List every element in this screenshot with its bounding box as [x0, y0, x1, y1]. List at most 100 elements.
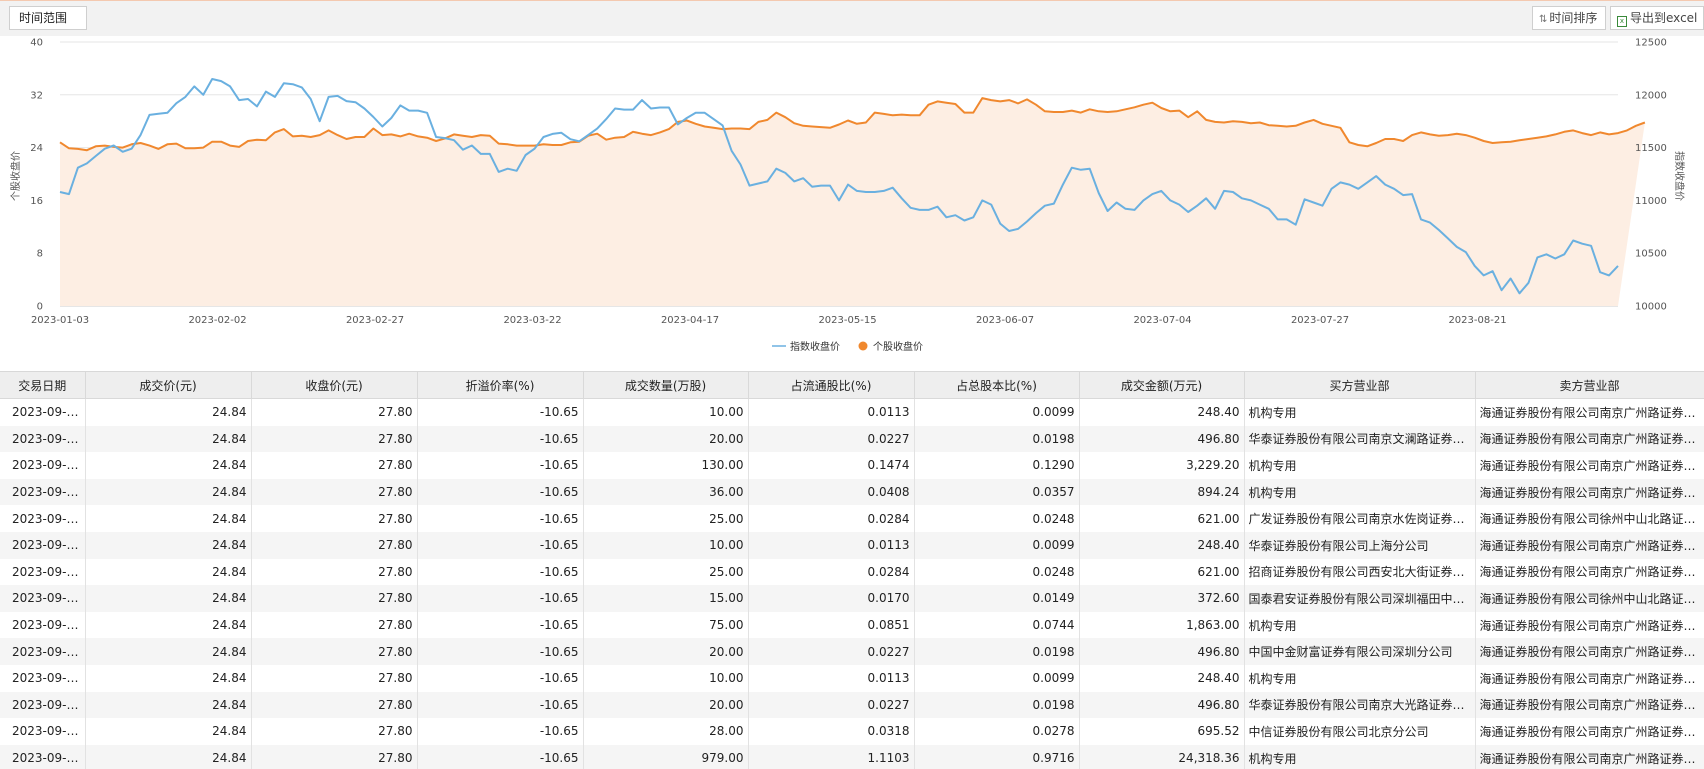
- header-seller[interactable]: 卖方营业部: [1475, 372, 1704, 399]
- cell-seller: 海通证券股份有限公司南京广州路证券营业部: [1475, 559, 1704, 586]
- cell-seller: 海通证券股份有限公司南京广州路证券营业部: [1475, 745, 1704, 769]
- header-amount[interactable]: 成交金额(万元): [1079, 372, 1244, 399]
- cell-seller: 海通证券股份有限公司南京广州路证券营业部: [1475, 692, 1704, 719]
- chart-legend: 指数收盘价 个股收盘价: [772, 340, 923, 353]
- header-trade-price[interactable]: 成交价(元): [85, 372, 251, 399]
- cell-volume: 75.00: [583, 612, 748, 639]
- cell-seller: 海通证券股份有限公司徐州中山北路证券营业部: [1475, 505, 1704, 532]
- cell-seller: 海通证券股份有限公司南京广州路证券营业部: [1475, 452, 1704, 479]
- left-tick-label: 24: [30, 143, 43, 154]
- cell-volume: 10.00: [583, 532, 748, 559]
- cell-amount: 248.40: [1079, 665, 1244, 692]
- legend-index-label: 指数收盘价: [790, 340, 840, 353]
- left-tick-label: 8: [37, 249, 43, 260]
- cell-volume: 28.00: [583, 718, 748, 745]
- header-volume[interactable]: 成交数量(万股): [583, 372, 748, 399]
- cell-trade-date: 2023-09-11: [0, 585, 85, 612]
- cell-premium-rate: -10.65: [417, 479, 583, 506]
- right-tick-label: 10000: [1635, 302, 1667, 313]
- cell-amount: 496.80: [1079, 638, 1244, 665]
- left-tick-label: 16: [30, 196, 43, 207]
- cell-seller: 海通证券股份有限公司南京广州路证券营业部: [1475, 718, 1704, 745]
- x-tick-label: 2023-02-02: [188, 315, 246, 326]
- header-total-share-ratio[interactable]: 占总股本比(%): [914, 372, 1079, 399]
- cell-trade-price: 24.84: [85, 585, 251, 612]
- cell-trade-price: 24.84: [85, 665, 251, 692]
- right-tick-label: 10500: [1635, 249, 1667, 260]
- cell-buyer: 中国中金财富证券有限公司深圳分公司: [1244, 638, 1475, 665]
- time-range-button[interactable]: 时间范围: [9, 6, 87, 30]
- cell-premium-rate: -10.65: [417, 612, 583, 639]
- x-tick-label: 2023-01-03: [31, 315, 89, 326]
- cell-trade-date: 2023-09-11: [0, 638, 85, 665]
- left-axis-title: 个股收盘价: [9, 151, 22, 201]
- cell-trade-date: 2023-09-11: [0, 399, 85, 426]
- excel-icon: x: [1617, 16, 1627, 27]
- left-tick-label: 32: [30, 90, 43, 101]
- cell-float-ratio: 0.0227: [748, 638, 914, 665]
- cell-premium-rate: -10.65: [417, 505, 583, 532]
- header-close-price[interactable]: 收盘价(元): [251, 372, 417, 399]
- cell-float-ratio: 1.1103: [748, 745, 914, 769]
- cell-total-share-ratio: 0.0248: [914, 505, 1079, 532]
- cell-total-share-ratio: 0.0099: [914, 665, 1079, 692]
- cell-volume: 25.00: [583, 505, 748, 532]
- cell-total-share-ratio: 0.0099: [914, 399, 1079, 426]
- right-tick-label: 11000: [1635, 196, 1667, 207]
- cell-buyer: 华泰证券股份有限公司南京大光路证券营业部: [1244, 692, 1475, 719]
- x-tick-label: 2023-04-17: [661, 315, 719, 326]
- cell-float-ratio: 0.0170: [748, 585, 914, 612]
- cell-trade-date: 2023-09-11: [0, 692, 85, 719]
- header-premium-rate[interactable]: 折溢价率(%): [417, 372, 583, 399]
- header-float-ratio[interactable]: 占流通股比(%): [748, 372, 914, 399]
- header-trade-date[interactable]: 交易日期: [0, 372, 85, 399]
- time-sort-button[interactable]: ⇅时间排序: [1532, 6, 1606, 30]
- cell-premium-rate: -10.65: [417, 399, 583, 426]
- cell-total-share-ratio: 0.0744: [914, 612, 1079, 639]
- table-header-row: 交易日期成交价(元)收盘价(元)折溢价率(%)成交数量(万股)占流通股比(%)占…: [0, 372, 1704, 399]
- cell-close-price: 27.80: [251, 559, 417, 586]
- cell-premium-rate: -10.65: [417, 718, 583, 745]
- cell-trade-date: 2023-09-11: [0, 452, 85, 479]
- cell-volume: 25.00: [583, 559, 748, 586]
- cell-trade-date: 2023-09-11: [0, 532, 85, 559]
- cell-volume: 36.00: [583, 479, 748, 506]
- cell-trade-price: 24.84: [85, 718, 251, 745]
- cell-trade-date: 2023-09-11: [0, 479, 85, 506]
- x-tick-label: 2023-06-07: [976, 315, 1034, 326]
- cell-buyer: 广发证券股份有限公司南京水佐岗证券营业部: [1244, 505, 1475, 532]
- cell-float-ratio: 0.0227: [748, 692, 914, 719]
- legend-stock-label: 个股收盘价: [873, 340, 923, 353]
- cell-float-ratio: 0.0284: [748, 559, 914, 586]
- cell-amount: 496.80: [1079, 426, 1244, 453]
- legend-stock-dot-icon: [859, 342, 868, 351]
- cell-float-ratio: 0.0113: [748, 665, 914, 692]
- cell-premium-rate: -10.65: [417, 665, 583, 692]
- cell-trade-price: 24.84: [85, 559, 251, 586]
- time-sort-label: 时间排序: [1549, 11, 1597, 25]
- cell-close-price: 27.80: [251, 745, 417, 769]
- cell-buyer: 招商证券股份有限公司西安北大街证券营业部: [1244, 559, 1475, 586]
- cell-total-share-ratio: 0.1290: [914, 452, 1079, 479]
- header-buyer[interactable]: 买方营业部: [1244, 372, 1475, 399]
- cell-trade-price: 24.84: [85, 612, 251, 639]
- cell-amount: 621.00: [1079, 505, 1244, 532]
- cell-close-price: 27.80: [251, 612, 417, 639]
- cell-float-ratio: 0.0284: [748, 505, 914, 532]
